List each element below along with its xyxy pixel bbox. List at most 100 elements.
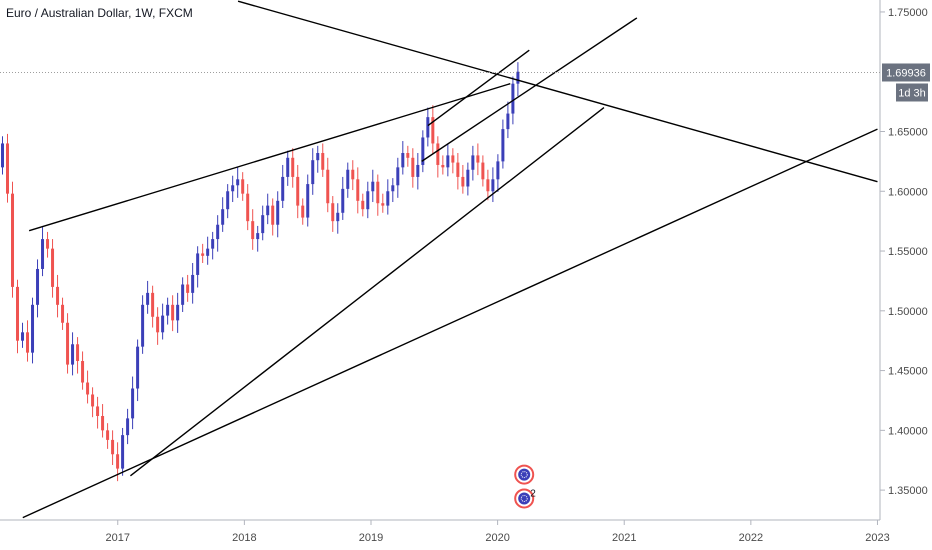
candle-body	[156, 316, 160, 333]
candle-body	[311, 160, 315, 185]
y-tick-label: 1.45000	[888, 366, 928, 378]
y-tick-label: 1.65000	[888, 126, 928, 138]
candle-body	[191, 274, 195, 293]
candle-body	[376, 181, 380, 204]
candle-body	[16, 286, 20, 341]
x-tick-label: 2022	[739, 532, 763, 544]
event-marker-count: 2	[530, 488, 536, 499]
candle-body	[141, 304, 145, 347]
y-tick-label: 1.75000	[888, 7, 928, 19]
steep-support-line[interactable]	[129, 107, 605, 477]
candle-body	[226, 191, 230, 210]
price-axis[interactable]: 1.75000 1.65000 1.60000 1.55000 1.50000 1.450…	[880, 7, 928, 497]
event-marker-icon[interactable]	[514, 488, 535, 509]
candle-body	[161, 315, 165, 333]
candle-body	[481, 162, 485, 180]
candle-body	[251, 221, 255, 240]
y-tick-label: 1.35000	[888, 485, 928, 497]
y-tick-label: 1.40000	[888, 425, 928, 437]
candle-body	[71, 344, 75, 365]
candle-body	[146, 292, 150, 305]
candle-body	[56, 286, 60, 305]
candle-body	[451, 155, 455, 163]
candle-body	[366, 191, 370, 210]
candle-body	[301, 205, 305, 218]
candle-body	[351, 169, 355, 180]
candle-body	[316, 153, 320, 161]
candle-body	[221, 209, 225, 225]
candle-body	[416, 164, 420, 177]
last-price-marker: 1.69936 1d 3h	[0, 63, 930, 102]
time-axis[interactable]: 2017 2018 2019 2020 2021 2022 2023	[106, 520, 890, 544]
candle-body	[271, 205, 275, 225]
upper-channel-line[interactable]	[28, 83, 511, 232]
candle-body	[1, 143, 5, 168]
descending-resistance-line[interactable]	[237, 0, 878, 183]
candle-body	[76, 344, 80, 362]
candle-body	[391, 185, 395, 192]
candle-body	[241, 179, 245, 194]
candle-body	[516, 71, 520, 84]
candle-body	[491, 179, 495, 192]
candle-body	[471, 155, 475, 170]
candle-body	[101, 416, 105, 431]
candle-body	[511, 83, 515, 114]
last-price-badge	[882, 63, 930, 82]
candle-body	[131, 388, 135, 419]
x-tick-label: 2021	[612, 532, 636, 544]
trendlines	[22, 0, 878, 519]
candle-body	[266, 205, 270, 216]
candle-body	[436, 143, 440, 165]
long-support-line[interactable]	[22, 128, 878, 519]
candle-body	[291, 157, 295, 177]
candle-body	[236, 179, 240, 186]
candle-body	[206, 248, 210, 256]
candle-body	[211, 239, 215, 249]
event-marker-icon[interactable]	[514, 464, 535, 485]
candle-body	[336, 212, 340, 222]
x-tick-label: 2020	[485, 532, 509, 544]
candle-body	[96, 406, 100, 416]
candle-body	[361, 200, 365, 210]
candle-body	[61, 304, 65, 323]
candle-body	[411, 157, 415, 177]
candle-body	[256, 233, 260, 240]
candle-body	[466, 169, 470, 187]
candle-body	[386, 191, 390, 206]
candle-body	[286, 157, 290, 177]
candle-body	[426, 117, 430, 138]
candle-body	[26, 332, 30, 353]
candle-body	[456, 162, 460, 177]
candle-body	[151, 292, 155, 317]
plot-area[interactable]	[0, 0, 880, 520]
candle-body	[501, 129, 505, 162]
rising-wedge-top-line[interactable]	[421, 17, 638, 162]
candle-body	[201, 253, 205, 256]
candle-body	[106, 430, 110, 440]
countdown-label: 1d 3h	[898, 87, 926, 99]
candles	[1, 62, 520, 482]
candle-body	[46, 239, 50, 249]
candle-body	[331, 203, 335, 222]
candle-body	[216, 224, 220, 240]
candle-body	[446, 155, 450, 168]
candle-body	[6, 143, 10, 194]
short-top-line[interactable]	[427, 49, 530, 127]
candle-body	[296, 176, 300, 206]
candle-body	[196, 253, 200, 275]
candle-body	[31, 304, 35, 353]
candle-body	[21, 332, 25, 341]
event-markers[interactable]: 2	[514, 464, 536, 509]
candle-body	[121, 435, 125, 469]
candle-body	[486, 179, 490, 192]
candle-body	[406, 153, 410, 158]
candle-body	[126, 418, 130, 436]
candle-body	[431, 117, 435, 144]
candle-body	[176, 304, 180, 321]
candle-body	[371, 181, 375, 192]
y-tick-label: 1.55000	[888, 246, 928, 258]
candle-body	[261, 215, 265, 234]
chart-title: Euro / Australian Dollar, 1W, FXCM	[6, 6, 193, 20]
